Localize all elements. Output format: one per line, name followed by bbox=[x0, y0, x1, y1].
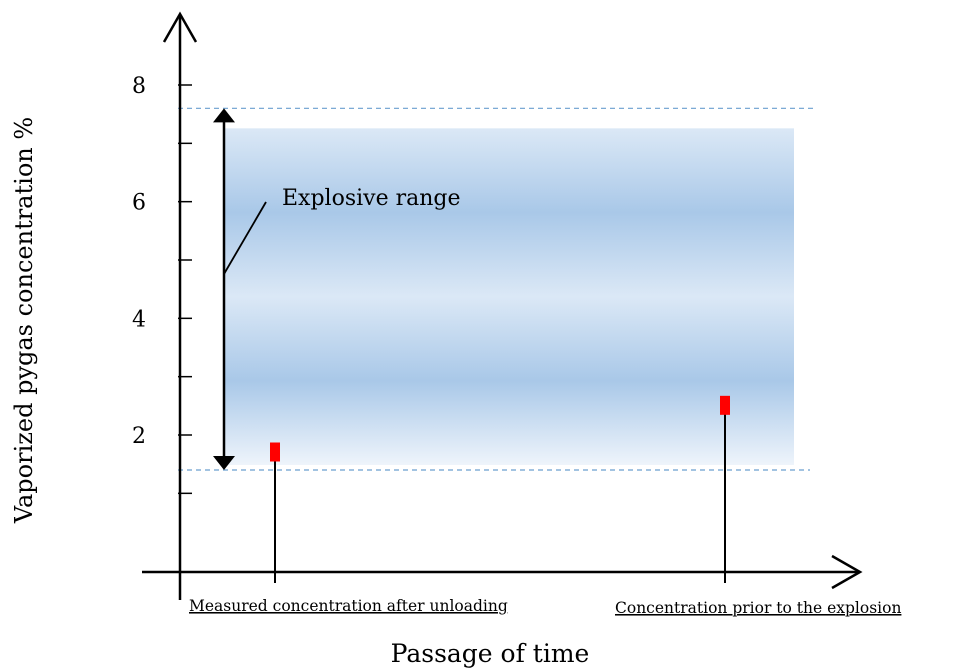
x-axis-title: Passage of time bbox=[391, 639, 590, 668]
y-tick-label-8: 8 bbox=[132, 74, 146, 99]
range-arrow-head-top bbox=[213, 108, 235, 123]
y-ticks: 2 4 6 8 bbox=[132, 74, 192, 495]
y-tick-label-6: 6 bbox=[132, 191, 146, 216]
y-axis-title: Vaporized pygas concentration % bbox=[10, 117, 38, 524]
explosive-range-band bbox=[224, 128, 794, 466]
y-tick-label-4: 4 bbox=[132, 307, 146, 332]
x-axis-arrow bbox=[831, 554, 863, 590]
explosive-range-arrow bbox=[213, 108, 235, 470]
category-label-after-unloading: Measured concentration after unloading bbox=[189, 597, 508, 615]
category-label-prior-explosion: Concentration prior to the explosion bbox=[615, 599, 901, 617]
explosive-range-label: Explosive range bbox=[282, 186, 461, 211]
explosive-range-leader bbox=[223, 201, 267, 275]
data-marker-0 bbox=[270, 442, 280, 462]
y-tick-label-2: 2 bbox=[132, 424, 146, 449]
data-markers bbox=[270, 395, 730, 583]
range-arrow-head-bottom bbox=[213, 456, 235, 470]
y-axis-arrow bbox=[162, 11, 198, 43]
data-marker-1 bbox=[720, 395, 730, 415]
